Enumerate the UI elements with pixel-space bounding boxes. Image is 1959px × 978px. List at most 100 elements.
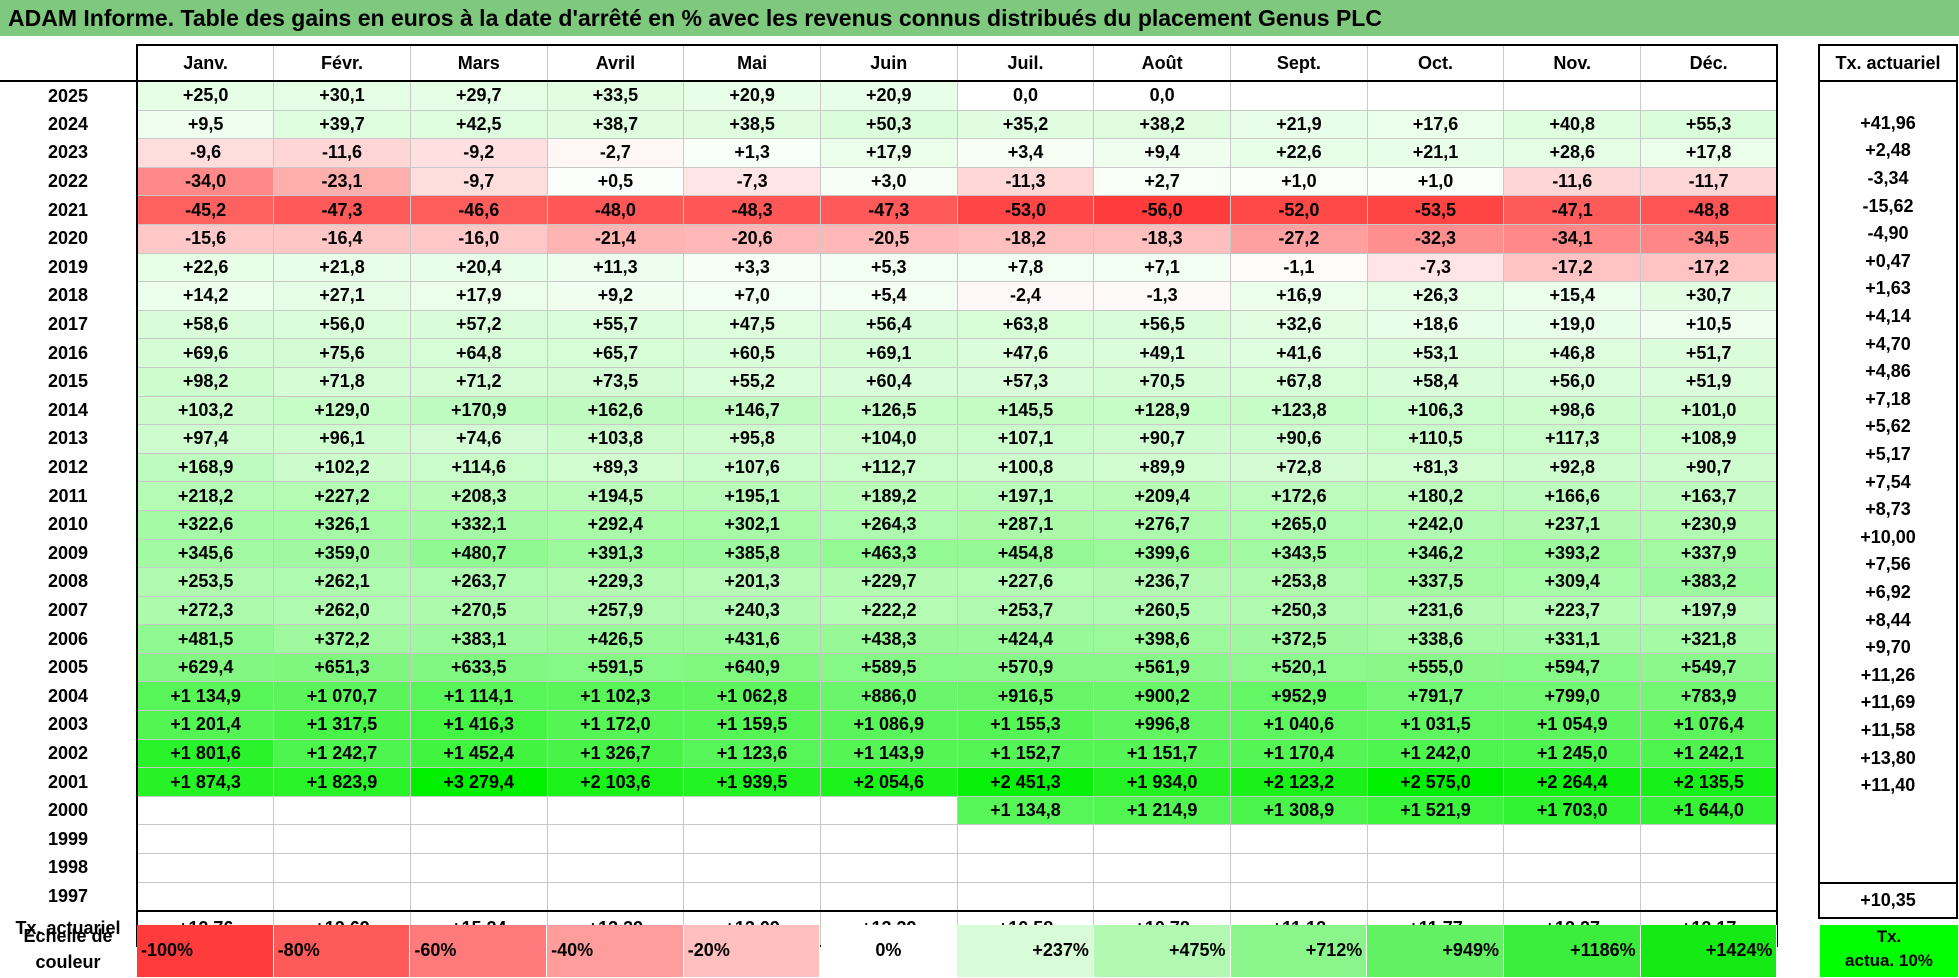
heatmap-cell: +570,9 [956, 652, 1095, 683]
rate-cell: +7,54 [1818, 468, 1958, 496]
heatmap-cell: +229,7 [819, 567, 958, 597]
heatmap-cell: +110,5 [1366, 424, 1505, 454]
table-row: 1997 [0, 881, 1779, 912]
table-row: 2016 +69,6 +75,6 +64,8 +65,7 +60,5 +69,1 +47,6 +… [0, 338, 1779, 368]
year-label: 1997 [0, 882, 138, 912]
heatmap-cell: +231,6 [1366, 595, 1505, 626]
heatmap-cell: +189,2 [819, 481, 958, 511]
heatmap-cell: +47,6 [956, 338, 1095, 368]
heatmap-cell: +197,9 [1640, 595, 1779, 626]
column-header: Janv. [136, 44, 275, 82]
heatmap-cell: +1 245,0 [1503, 738, 1642, 769]
heatmap-cell: +337,5 [1366, 567, 1505, 597]
heatmap-cell: +73,5 [546, 366, 685, 397]
rate-cell: +41,96 [1818, 109, 1958, 138]
heatmap-cell: +272,3 [136, 595, 275, 626]
heatmap-cell: +46,8 [1503, 338, 1642, 368]
heatmap-cell: +337,9 [1640, 538, 1779, 569]
gains-table: Janv. Févr. Mars Avril Mai Juin Juil. Août Sept.… [0, 44, 1779, 948]
heatmap-cell: -7,3 [1366, 252, 1505, 283]
heatmap-cell: +253,8 [1230, 567, 1368, 597]
heatmap-cell: -20,5 [819, 223, 958, 254]
heatmap-cell: +2,7 [1093, 166, 1231, 197]
heatmap-cell: +65,7 [546, 338, 685, 368]
heatmap-cell: -17,2 [1640, 252, 1779, 283]
heatmap-cell: -48,8 [1640, 195, 1779, 225]
column-header: Nov. [1503, 44, 1642, 82]
table-row: 1999 [0, 824, 1779, 855]
heatmap-cell: +372,5 [1230, 624, 1368, 654]
heatmap-cell: +25,0 [136, 80, 275, 111]
heatmap-cell: +89,3 [546, 452, 685, 483]
heatmap-cell: +53,1 [1366, 338, 1505, 368]
table-row: 2006 +481,5 +372,2 +383,1 +426,5 +431,6 +438,3… [0, 624, 1779, 654]
heatmap-cell: +3,3 [683, 252, 821, 283]
heatmap-cell: +338,6 [1366, 624, 1505, 654]
heatmap-cell: +7,8 [956, 252, 1095, 283]
heatmap-cell: +633,5 [409, 652, 548, 683]
table-row: 2017 +58,6 +56,0 +57,2 +55,7 +47,5 +56,4 +63,8 +… [0, 309, 1779, 340]
heatmap-cell: +20,4 [409, 252, 548, 283]
heatmap-cell: +201,3 [683, 567, 821, 597]
heatmap-cell: +1 134,8 [956, 795, 1095, 826]
column-header: Mars [409, 44, 548, 82]
heatmap-cell: +17,9 [819, 138, 958, 168]
heatmap-cell [1093, 881, 1231, 912]
heatmap-cell [1093, 824, 1231, 855]
heatmap-cell: +1 242,0 [1366, 738, 1505, 769]
rate-cell: +5,62 [1818, 413, 1958, 441]
heatmap-cell: +640,9 [683, 652, 821, 683]
heatmap-cell: +40,8 [1503, 109, 1642, 140]
table-row: 2012 +168,9 +102,2 +114,6 +89,3 +107,6 +112,7 +… [0, 452, 1779, 483]
table-row: 2024 +9,5 +39,7 +42,5 +38,7 +38,5 +50,3 +35,2 +3… [0, 109, 1779, 140]
heatmap-cell: +1 076,4 [1640, 710, 1779, 740]
heatmap-cell: +58,6 [136, 309, 275, 340]
table-row: 2001 +1 874,3 +1 823,9 +3 279,4 +2 103,6 +1 9… [0, 767, 1779, 797]
color-scale-label-line1: Echelle de [23, 926, 113, 946]
heatmap-cell: +230,9 [1640, 509, 1779, 540]
column-header: Mai [683, 44, 821, 82]
heatmap-cell: +257,9 [546, 595, 685, 626]
color-scale-swatch: +949% [1367, 925, 1504, 977]
heatmap-cell: +260,5 [1093, 595, 1231, 626]
rate-cell: +11,58 [1818, 716, 1958, 745]
heatmap-cell: +1 054,9 [1503, 710, 1642, 740]
column-header: Févr. [273, 44, 411, 82]
heatmap-cell: +1 521,9 [1366, 795, 1505, 826]
heatmap-cell: +426,5 [546, 624, 685, 654]
heatmap-cell: -11,7 [1640, 166, 1779, 197]
heatmap-cell: +3,4 [956, 138, 1095, 168]
heatmap-cell [1230, 824, 1368, 855]
heatmap-cell: +69,6 [136, 338, 275, 368]
table-row: 2003 +1 201,4 +1 317,5 +1 416,3 +1 172,0 +1 1… [0, 710, 1779, 740]
heatmap-cell: -47,3 [819, 195, 958, 225]
heatmap-cell: +7,1 [1093, 252, 1231, 283]
heatmap-cell: +64,8 [409, 338, 548, 368]
heatmap-cell: +591,5 [546, 652, 685, 683]
color-scale-swatch: -60% [410, 925, 548, 977]
year-label: 2012 [0, 453, 138, 482]
heatmap-cell [273, 795, 411, 826]
heatmap-cell: +117,3 [1503, 424, 1642, 454]
heatmap-cell: +555,0 [1366, 652, 1505, 683]
heatmap-cell: -56,0 [1093, 195, 1231, 225]
heatmap-cell: +9,4 [1093, 138, 1231, 168]
heatmap-cell: -17,2 [1503, 252, 1642, 283]
heatmap-cell: +197,1 [956, 481, 1095, 511]
heatmap-cell: -48,0 [546, 195, 685, 225]
table-row: 2005 +629,4 +651,3 +633,5 +591,5 +640,9 +589,5… [0, 652, 1779, 683]
color-scale-swatch: 0% [820, 925, 958, 977]
heatmap-cell: +343,5 [1230, 538, 1368, 569]
heatmap-cell: +11,3 [546, 252, 685, 283]
rate-cell: +2,48 [1818, 137, 1958, 165]
heatmap-cell: +2 264,4 [1503, 767, 1642, 797]
heatmap-cell: +26,3 [1366, 281, 1505, 311]
year-label: 2018 [0, 281, 138, 311]
heatmap-cell [1230, 853, 1368, 883]
heatmap-cell: +520,1 [1230, 652, 1368, 683]
heatmap-cell: +126,5 [819, 395, 958, 426]
heatmap-cell [683, 795, 821, 826]
heatmap-cell: +431,6 [683, 624, 821, 654]
color-scale-label-line2: couleur [35, 952, 101, 972]
color-scale: Echelle de couleur -100% -80% -60% -40% -20%… [0, 923, 1959, 978]
